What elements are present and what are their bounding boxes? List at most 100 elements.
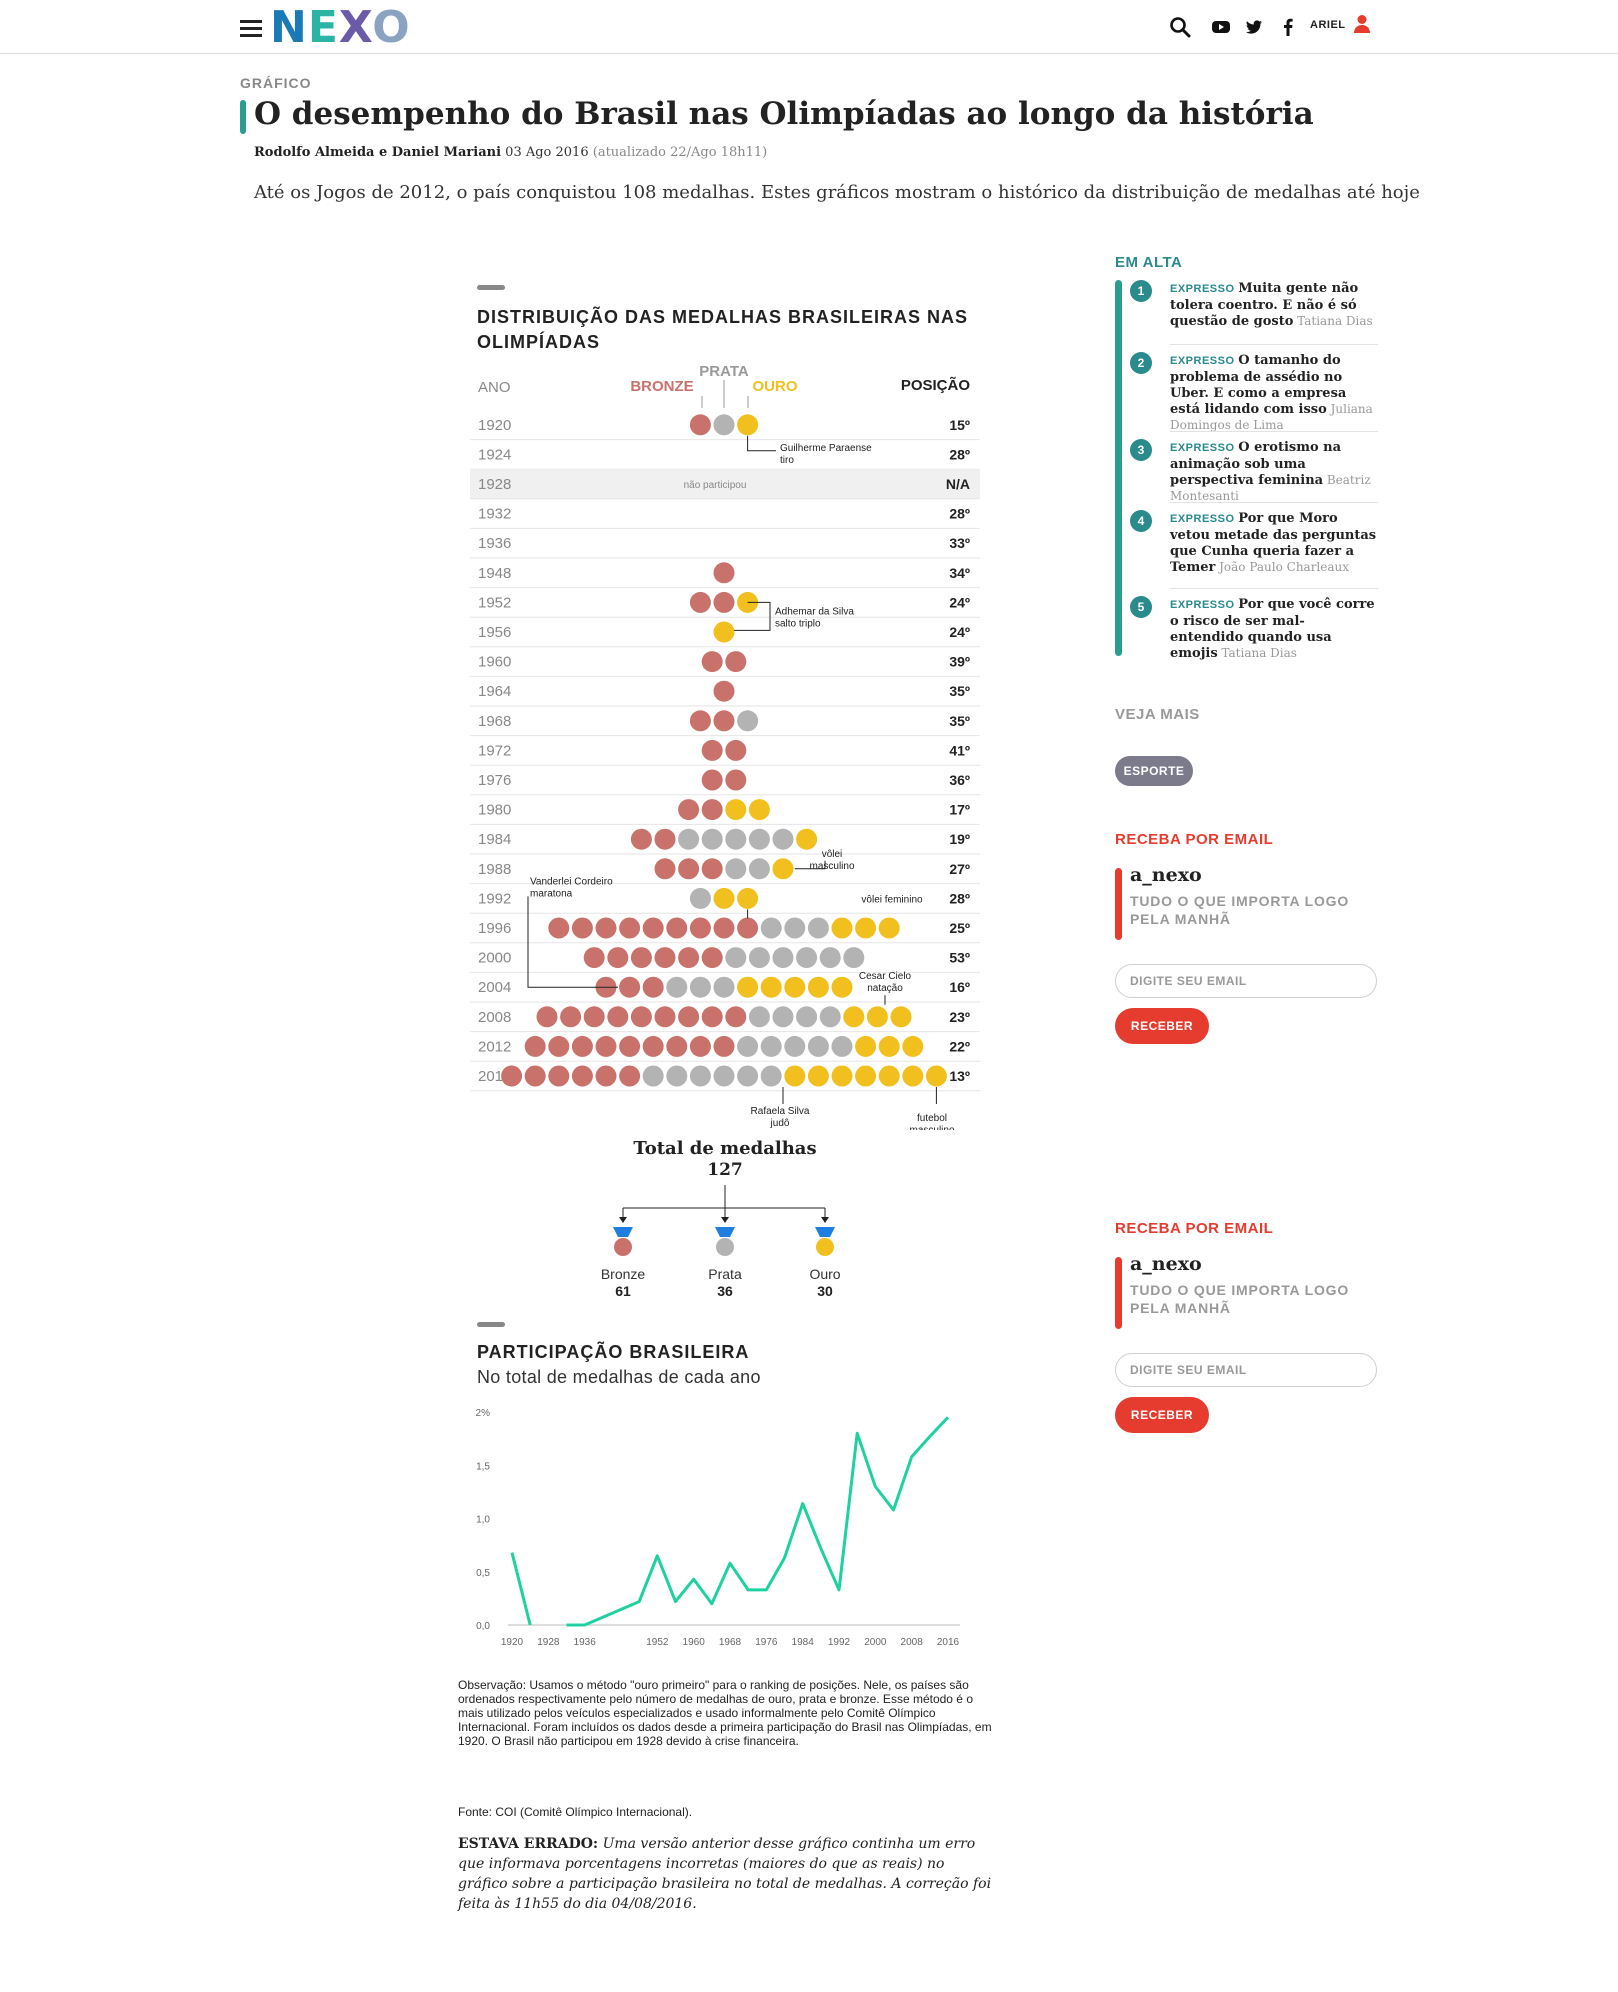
- medal-bronze: [725, 651, 747, 673]
- user-icon[interactable]: [1354, 14, 1370, 34]
- nexo-logo[interactable]: NEXO: [270, 4, 411, 52]
- trending-number: 5: [1130, 596, 1152, 618]
- row-position: 23º: [949, 1009, 970, 1025]
- row-position: 24º: [949, 594, 970, 610]
- trending-headline[interactable]: Por que você corre o risco de ser mal-en…: [1170, 597, 1375, 661]
- receber-button[interactable]: RECEBER: [1115, 1397, 1209, 1433]
- trending-tag: EXPRESSO: [1170, 442, 1235, 454]
- trending-number: 2: [1130, 352, 1152, 374]
- trending-headline[interactable]: Muita gente não tolera coentro. E não é …: [1170, 281, 1359, 329]
- medal-prata: [689, 1065, 711, 1087]
- medal-bronze: [654, 947, 676, 969]
- menu-icon[interactable]: [240, 20, 262, 38]
- newsletter-description: TUDO O QUE IMPORTA LOGO PELA MANHÃ: [1130, 1282, 1350, 1316]
- erratum-label: ESTAVA ERRADO:: [458, 1836, 599, 1852]
- email-input[interactable]: [1115, 964, 1377, 998]
- medal-ouro: [831, 1065, 853, 1087]
- medal-prata: [748, 947, 770, 969]
- gold-medal-icon: [815, 1227, 835, 1256]
- medal-prata: [713, 414, 735, 436]
- medal-bronze: [548, 1035, 570, 1057]
- row-year: 1920: [478, 417, 511, 434]
- medal-prata: [843, 947, 865, 969]
- medal-bronze: [607, 1006, 629, 1028]
- facebook-icon[interactable]: [1275, 14, 1301, 40]
- medal-prata: [666, 1065, 688, 1087]
- row-position: 33º: [949, 535, 970, 551]
- row-year: 1924: [478, 446, 511, 463]
- trending-text[interactable]: EXPRESSO Por que você corre o risco de s…: [1170, 596, 1378, 661]
- medal-prata: [737, 1035, 759, 1057]
- trending-headline[interactable]: O erotismo na animação sob uma perspecti…: [1170, 440, 1342, 488]
- twitter-icon[interactable]: [1241, 14, 1267, 40]
- medal-prata: [642, 1065, 664, 1087]
- row-position: N/A: [946, 476, 970, 492]
- medal-ouro: [890, 1006, 912, 1028]
- medal-bronze: [713, 1035, 735, 1057]
- trending-number: 4: [1130, 510, 1152, 532]
- authors[interactable]: Rodolfo Almeida e Daniel Mariani: [254, 145, 502, 160]
- row-position: 39º: [949, 654, 970, 670]
- trending-author: Tatiana Dias: [1221, 646, 1297, 660]
- col-position-header: POSIÇÃO: [901, 376, 971, 394]
- x-tick-label: 2008: [901, 1637, 924, 1648]
- medal-ouro: [902, 1065, 924, 1087]
- byline: Rodolfo Almeida e Daniel Mariani 03 Ago …: [254, 145, 767, 160]
- user-name[interactable]: ARIEL: [1310, 19, 1346, 31]
- total-silver-label: Prata: [708, 1266, 742, 1282]
- logo-letter: E: [307, 2, 339, 53]
- annotation-text: maratona: [530, 888, 573, 899]
- medal-ouro: [855, 1065, 877, 1087]
- medal-prata: [713, 1065, 735, 1087]
- medal-bronze: [501, 1065, 523, 1087]
- newsletter-name: a_nexo: [1130, 1253, 1202, 1275]
- article-subtitle: Até os Jogos de 2012, o país conquistou …: [254, 182, 1420, 203]
- trending-text[interactable]: EXPRESSO Muita gente não tolera coentro.…: [1170, 280, 1378, 329]
- trending-text[interactable]: EXPRESSO O tamanho do problema de assédi…: [1170, 352, 1378, 433]
- receber-button[interactable]: RECEBER: [1115, 1008, 1209, 1044]
- source-note: Fonte: COI (Comitê Olímpico Internaciona…: [458, 1805, 693, 1819]
- y-tick-label: 1,5: [476, 1461, 490, 1472]
- medal-bronze: [689, 414, 711, 436]
- total-bronze-value: 61: [615, 1283, 631, 1299]
- x-tick-label: 1976: [755, 1637, 778, 1648]
- medal-prata: [807, 917, 829, 939]
- medal-bronze: [630, 947, 652, 969]
- trending-text[interactable]: EXPRESSO Por que Moro vetou metade das p…: [1170, 510, 1378, 575]
- newsletter-accent-bar: [1115, 1257, 1122, 1329]
- row-position: 28º: [949, 890, 970, 906]
- trending-headline[interactable]: Por que Moro vetou metade das perguntas …: [1170, 511, 1377, 575]
- annotation-text: tiro: [780, 455, 794, 466]
- medal-bronze: [725, 1006, 747, 1028]
- medal-bronze: [619, 1035, 641, 1057]
- medal-ouro: [807, 1065, 829, 1087]
- email-input[interactable]: [1115, 1353, 1377, 1387]
- totals-title: Total de medalhas: [633, 1138, 817, 1159]
- x-tick-label: 1960: [683, 1637, 706, 1648]
- medal-bronze: [571, 1035, 593, 1057]
- row-year: 2004: [478, 979, 511, 996]
- annotation-text: futebol: [917, 1113, 947, 1124]
- y-tick-label: 0,0: [476, 1621, 490, 1632]
- row-year: 1956: [478, 624, 511, 641]
- medal-ouro: [855, 917, 877, 939]
- trending-author: Tatiana Dias: [1297, 314, 1373, 328]
- section-label[interactable]: GRÁFICO: [240, 75, 312, 91]
- medal-bronze: [595, 1065, 617, 1087]
- youtube-icon[interactable]: [1208, 14, 1234, 40]
- medal-bronze: [607, 947, 629, 969]
- search-icon[interactable]: [1167, 14, 1193, 40]
- medal-prata: [713, 976, 735, 998]
- annotation-leader: [527, 896, 618, 988]
- erratum-note: ESTAVA ERRADO: Uma versão anterior desse…: [458, 1834, 998, 1914]
- annotation-leader: [734, 601, 771, 631]
- trending-tag: EXPRESSO: [1170, 599, 1235, 611]
- medal-prata: [748, 1006, 770, 1028]
- esporte-tag-button[interactable]: ESPORTE: [1115, 756, 1193, 786]
- trending-headline[interactable]: O tamanho do problema de assédio no Uber…: [1170, 353, 1347, 417]
- medal-bronze: [619, 917, 641, 939]
- trending-text[interactable]: EXPRESSO O erotismo na animação sob uma …: [1170, 439, 1378, 504]
- medal-prata: [737, 710, 759, 732]
- row-year: 1936: [478, 535, 511, 552]
- medal-bronze: [548, 1065, 570, 1087]
